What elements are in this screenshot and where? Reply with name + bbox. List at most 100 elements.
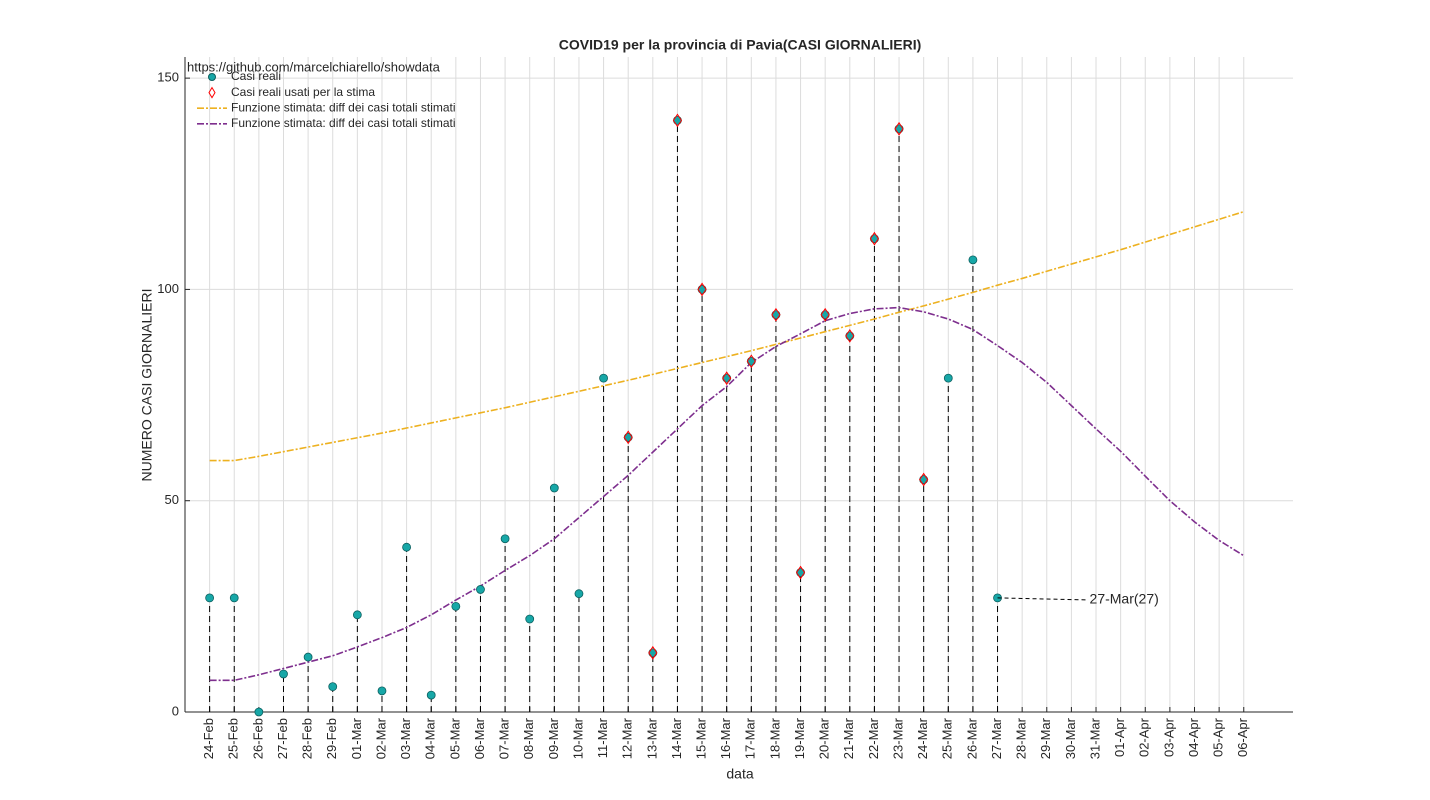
data-point xyxy=(623,432,633,442)
estimate-point xyxy=(648,645,658,660)
x-tick-label: 30-Mar xyxy=(1063,717,1078,759)
x-tick-label: 01-Mar xyxy=(349,717,364,759)
estimate-point xyxy=(869,231,880,246)
x-tick-label: 07-Mar xyxy=(497,717,512,759)
estimate-point xyxy=(623,430,633,445)
x-tick-label: 12-Mar xyxy=(620,717,635,759)
trend-line xyxy=(209,306,1245,682)
legend-label: Funzione stimata: diff dei casi totali s… xyxy=(231,100,456,114)
x-axis-label: data xyxy=(726,766,753,782)
data-point xyxy=(968,255,978,265)
legend-marker xyxy=(208,86,216,99)
data-point xyxy=(574,589,584,599)
x-tick-label: 05-Apr xyxy=(1211,717,1226,757)
legend-label: Casi reali xyxy=(231,69,281,83)
chart-title: COVID19 per la provincia di Pavia(CASI G… xyxy=(559,37,922,53)
y-tick-label: 0 xyxy=(172,703,179,718)
y-tick-label: 150 xyxy=(157,70,179,85)
x-tick-label: 24-Mar xyxy=(915,717,930,759)
legend-label: Casi reali usati per la stima xyxy=(231,85,375,99)
x-tick-label: 02-Apr xyxy=(1137,717,1152,757)
x-tick-label: 02-Mar xyxy=(373,717,388,759)
x-tick-label: 24-Feb xyxy=(201,718,216,759)
x-tick-label: 20-Mar xyxy=(817,717,832,759)
x-tick-label: 26-Feb xyxy=(250,718,265,759)
x-tick-label: 05-Mar xyxy=(447,717,462,759)
source: https://github.com/marcelchiarello/showd… xyxy=(187,59,441,74)
x-tick-label: 19-Mar xyxy=(792,717,807,759)
estimate-point xyxy=(771,307,781,322)
x-tick-label: 29-Feb xyxy=(324,718,339,759)
estimate-point xyxy=(845,329,855,343)
data-point xyxy=(426,690,436,700)
x-tick-label: 27-Mar xyxy=(989,717,1004,759)
data-point xyxy=(746,356,756,366)
data-point xyxy=(476,585,485,594)
trend-line xyxy=(209,210,1244,462)
x-tick-label: 11-Mar xyxy=(595,717,610,758)
data-point xyxy=(549,483,559,493)
estimate-point xyxy=(820,307,830,322)
data-point xyxy=(205,593,215,603)
data-point xyxy=(919,475,929,484)
x-tick-label: 03-Mar xyxy=(398,717,413,759)
x-tick-label: 08-Mar xyxy=(521,717,536,759)
data-point xyxy=(845,331,855,341)
x-tick-label: 28-Feb xyxy=(300,718,315,759)
data-point xyxy=(279,669,288,679)
y-tick-label: 50 xyxy=(165,492,179,507)
data-point xyxy=(648,648,658,658)
x-tick-label: 10-Mar xyxy=(570,717,585,759)
x-tick-label: 04-Apr xyxy=(1186,717,1201,757)
estimate-point xyxy=(746,354,756,369)
data-point xyxy=(894,124,904,134)
data-point xyxy=(229,593,239,603)
annotation: 27-Mar(27) xyxy=(1090,591,1159,607)
estimate-point xyxy=(697,282,707,297)
data-point xyxy=(254,707,264,717)
data-point xyxy=(943,373,953,383)
estimate-point xyxy=(795,565,806,580)
data-point xyxy=(870,234,879,244)
data-point xyxy=(796,568,805,577)
x-tick-label: 17-Mar xyxy=(743,717,758,759)
x-tick-label: 18-Mar xyxy=(767,717,782,759)
x-tick-label: 06-Apr xyxy=(1235,717,1250,757)
x-tick-label: 13-Mar xyxy=(644,717,659,759)
y-tick-label: 100 xyxy=(157,281,179,296)
x-tick-label: 25-Mar xyxy=(940,717,955,759)
data-point xyxy=(500,534,510,544)
x-tick-label: 22-Mar xyxy=(866,717,881,759)
x-tick-label: 15-Mar xyxy=(694,717,709,759)
x-tick-label: 03-Apr xyxy=(1161,717,1176,757)
x-tick-label: 26-Mar xyxy=(964,717,979,759)
data-point xyxy=(303,652,313,662)
legend-marker xyxy=(208,73,216,81)
y-axis-label: NUMERO CASI GIORNALIERI xyxy=(139,289,155,482)
x-tick-label: 01-Apr xyxy=(1112,717,1127,757)
x-tick-label: 25-Feb xyxy=(226,718,241,759)
data-point xyxy=(525,614,535,624)
data-point xyxy=(352,610,362,620)
x-tick-label: 31-Mar xyxy=(1087,717,1102,759)
x-tick-label: 27-Feb xyxy=(275,718,290,759)
x-tick-label: 14-Mar xyxy=(669,717,684,759)
estimate-point xyxy=(919,472,929,487)
legend-label: Funzione stimata: diff dei casi totali s… xyxy=(231,116,456,130)
data-point xyxy=(377,686,387,696)
estimate-point xyxy=(722,371,732,386)
data-point xyxy=(697,285,707,294)
data-point xyxy=(820,310,830,320)
x-tick-label: 06-Mar xyxy=(472,717,487,759)
x-tick-label: 04-Mar xyxy=(423,717,438,759)
x-tick-label: 29-Mar xyxy=(1038,717,1053,759)
data-point xyxy=(328,682,338,692)
estimate-point xyxy=(672,113,683,128)
x-tick-label: 09-Mar xyxy=(546,717,561,759)
x-tick-label: 21-Mar xyxy=(841,717,856,759)
data-point xyxy=(722,373,732,383)
annotation-line xyxy=(997,597,1086,601)
data-point xyxy=(402,542,412,552)
data-point xyxy=(673,115,682,125)
